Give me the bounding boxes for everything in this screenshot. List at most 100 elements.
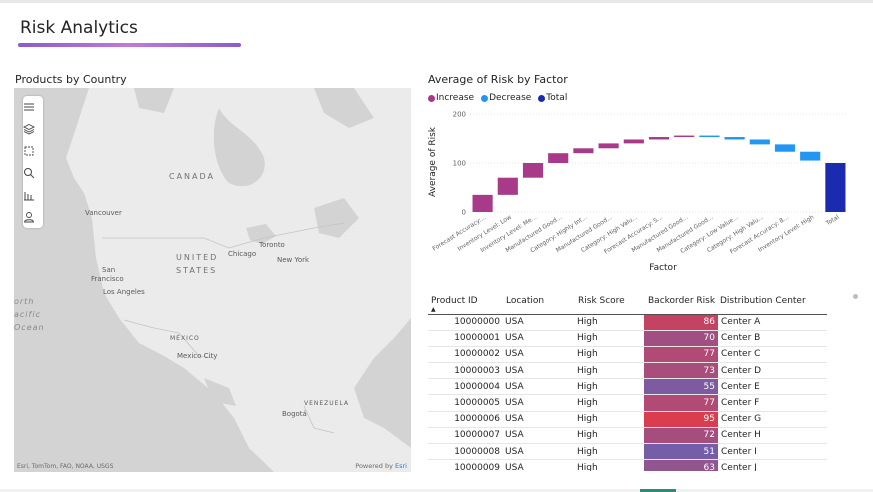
waterfall-bars (472, 135, 846, 212)
cell-location: USA (502, 314, 574, 331)
product-table[interactable]: ▲ Product ID Location Risk Score Backord… (428, 293, 828, 471)
map-powered-by[interactable]: Powered by Esri (355, 462, 407, 470)
waterfall-bar[interactable] (699, 135, 720, 138)
y-tick-label: 200 (453, 111, 466, 119)
menu-icon[interactable] (23, 101, 35, 113)
cell-backorder-risk: 63 (644, 459, 718, 471)
waterfall-bar[interactable] (573, 148, 594, 154)
person-icon[interactable] (23, 211, 35, 223)
table-row[interactable]: 10000007 USA High 72 Center H (428, 427, 827, 445)
column-header-location[interactable]: Location (502, 293, 574, 315)
map-basemap (66, 88, 411, 472)
x-tick-label: Total (824, 214, 841, 228)
scrollbar-thumb[interactable] (853, 294, 858, 299)
column-header-product-id[interactable]: Product ID (428, 293, 502, 315)
map-label-mexico: MÉXICO (170, 335, 200, 342)
cell-product-id: 10000008 (428, 443, 502, 461)
column-header-backorder-risk[interactable]: Backorder Risk (644, 293, 718, 315)
cell-product-id: 10000007 (428, 427, 502, 445)
waterfall-bar[interactable] (825, 163, 846, 212)
bottom-border (0, 489, 873, 492)
cell-risk-score: High (574, 443, 644, 461)
map-label-united: UNITED (176, 253, 219, 262)
legend-label-increase: Increase (436, 93, 475, 103)
table-row[interactable]: 10000009 USA High 63 Center J (428, 459, 827, 471)
waterfall-x-axis-label: Factor (649, 263, 677, 273)
cell-location: USA (502, 362, 574, 380)
powered-by-prefix: Powered by (355, 462, 396, 470)
cell-distribution-center: Center C (718, 346, 827, 364)
cell-product-id: 10000002 (428, 346, 502, 364)
cell-product-id: 10000003 (428, 362, 502, 380)
top-border (0, 0, 873, 3)
layers-icon[interactable] (23, 123, 35, 135)
waterfall-bar[interactable] (522, 163, 544, 178)
cell-location: USA (502, 330, 574, 347)
sort-ascending-icon[interactable]: ▲ (431, 306, 436, 313)
map-label-francisco: Francisco (91, 275, 124, 283)
legend-item-increase[interactable]: Increase (428, 93, 474, 103)
cell-risk-score: High (574, 459, 644, 471)
map-label-toronto: Toronto (259, 241, 285, 249)
waterfall-bar[interactable] (648, 137, 670, 140)
cell-product-id: 10000009 (428, 459, 502, 471)
cell-risk-score: High (574, 314, 644, 331)
cell-product-id: 10000001 (428, 330, 502, 347)
cell-distribution-center: Center A (718, 314, 827, 331)
waterfall-bar[interactable] (598, 143, 619, 149)
waterfall-bar[interactable] (548, 153, 569, 163)
waterfall-bar[interactable] (749, 139, 770, 145)
waterfall-bar[interactable] (800, 151, 821, 161)
cell-distribution-center: Center H (718, 427, 827, 445)
cell-product-id: 10000004 (428, 378, 502, 396)
y-tick-label: 0 (462, 209, 466, 217)
table-row[interactable]: 10000006 USA High 95 Center G (428, 411, 827, 428)
y-tick-label: 100 (453, 160, 466, 168)
legend-item-decrease[interactable]: Decrease (481, 93, 531, 103)
waterfall-bar[interactable] (497, 177, 518, 195)
waterfall-legend: Increase Decrease Total (428, 93, 570, 103)
map-visual[interactable]: CANADA UNITED STATES MÉXICO VENEZUELA Va… (14, 88, 411, 472)
table-row[interactable]: 10000003 USA High 73 Center D (428, 362, 827, 380)
cell-distribution-center: Center F (718, 394, 827, 412)
map-attribution: Esri, TomTom, FAO, NOAA, USGS (17, 463, 114, 470)
cell-backorder-risk: 95 (644, 411, 718, 428)
cell-location: USA (502, 459, 574, 471)
waterfall-bar[interactable] (472, 194, 493, 212)
map-title: Products by Country (15, 73, 127, 86)
table-row[interactable]: 10000008 USA High 51 Center I (428, 443, 827, 461)
table-row[interactable]: 10000004 USA High 55 Center E (428, 378, 827, 396)
cell-location: USA (502, 427, 574, 445)
legend-label-total: Total (546, 93, 568, 103)
legend-dot-total (538, 94, 546, 102)
waterfall-bar[interactable] (724, 137, 745, 140)
powered-by-esri-link[interactable]: Esri (395, 462, 407, 470)
cell-risk-score: High (574, 427, 644, 445)
map-label-states: STATES (176, 266, 218, 275)
waterfall-bar[interactable] (774, 144, 796, 152)
map-label-venezuela: VENEZUELA (304, 400, 350, 407)
cell-distribution-center: Center G (718, 411, 827, 428)
table-row[interactable]: 10000001 USA High 70 Center B (428, 330, 827, 347)
map-label-los-angeles: Los Angeles (103, 288, 145, 296)
column-header-distribution-center[interactable]: Distribution Center (718, 293, 827, 315)
page-tab-indicator (640, 489, 676, 492)
waterfall-bar[interactable] (674, 135, 695, 138)
cell-backorder-risk: 86 (644, 314, 718, 331)
table-row[interactable]: 10000002 USA High 77 Center C (428, 346, 827, 364)
legend-item-total[interactable]: Total (538, 93, 567, 103)
select-icon[interactable] (23, 145, 35, 157)
legend-dot-increase (428, 94, 435, 102)
cell-location: USA (502, 394, 574, 412)
cell-distribution-center: Center E (718, 378, 827, 396)
search-icon[interactable] (23, 167, 35, 179)
cell-backorder-risk: 77 (644, 346, 718, 364)
column-header-risk-score[interactable]: Risk Score (574, 293, 644, 315)
table-row[interactable]: 10000005 USA High 77 Center F (428, 394, 827, 412)
map-label-canada: CANADA (169, 172, 216, 181)
table-row[interactable]: 10000000 USA High 86 Center A (428, 314, 827, 331)
map-toolbar (23, 96, 43, 228)
cell-backorder-risk: 72 (644, 427, 718, 445)
bar-chart-icon[interactable] (23, 189, 35, 201)
waterfall-bar[interactable] (623, 139, 644, 144)
